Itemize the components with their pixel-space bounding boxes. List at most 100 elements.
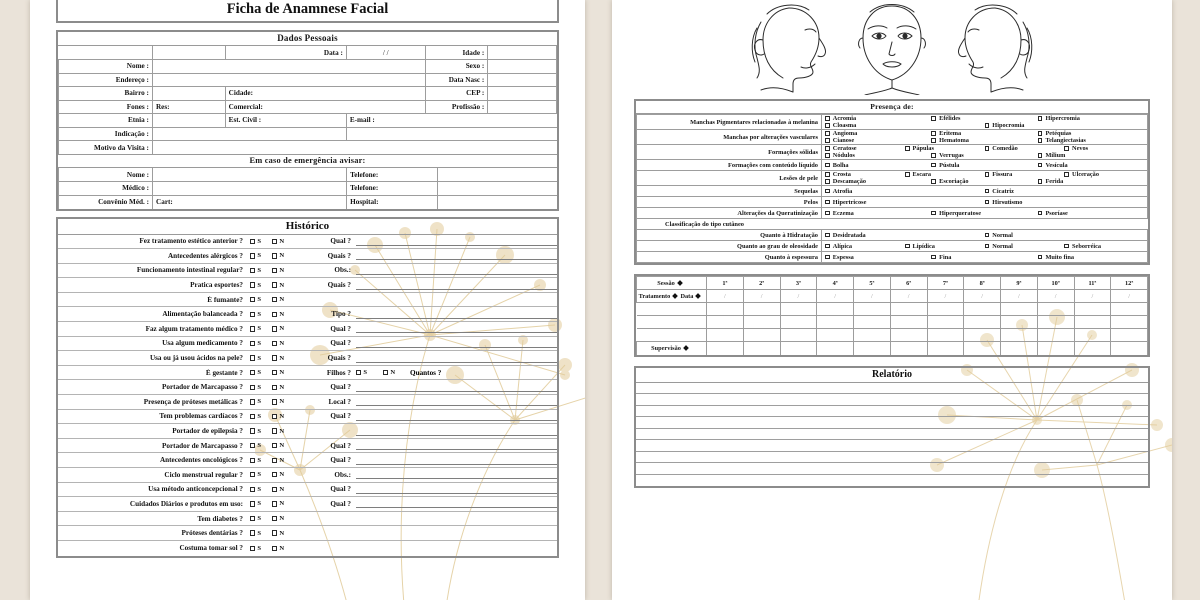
checkbox-icon[interactable] xyxy=(272,472,278,478)
option-desidratada[interactable]: Desidratada xyxy=(825,232,985,239)
session-cell[interactable] xyxy=(963,302,1001,316)
checkbox-nao[interactable]: N xyxy=(272,296,294,303)
session-date-cell[interactable]: / xyxy=(816,289,854,303)
supervisao-cell[interactable] xyxy=(926,341,965,355)
checkbox-sim[interactable]: S xyxy=(250,282,272,289)
option-descamação[interactable]: Descamação xyxy=(825,178,931,185)
option-seborréica[interactable]: Seborréica xyxy=(1064,243,1144,250)
checkbox-icon[interactable] xyxy=(825,172,830,177)
session-date-cell[interactable]: / xyxy=(742,289,781,303)
checkbox-nao[interactable]: N xyxy=(272,252,294,259)
checkbox-icon[interactable] xyxy=(1037,254,1043,260)
checkbox-icon[interactable] xyxy=(272,340,278,347)
checkbox-sim[interactable]: S xyxy=(250,340,272,347)
option-efélides[interactable]: Efélides xyxy=(931,115,1037,122)
checkbox-icon[interactable] xyxy=(272,457,278,463)
session-cell[interactable] xyxy=(816,302,854,316)
supervisao-cell[interactable] xyxy=(779,341,818,355)
checkbox-nao[interactable]: N xyxy=(272,325,294,332)
session-cell[interactable] xyxy=(816,328,854,342)
supervisao-cell[interactable] xyxy=(816,341,854,355)
option-hipocromia[interactable]: Hipocromia xyxy=(984,122,1145,129)
session-cell[interactable] xyxy=(853,328,891,342)
checkbox-icon[interactable] xyxy=(931,153,937,158)
checkbox-icon[interactable] xyxy=(1037,116,1043,121)
checkbox-icon[interactable] xyxy=(825,243,830,249)
checkbox-icon[interactable] xyxy=(984,146,990,151)
input-emergency-nome[interactable] xyxy=(152,168,348,182)
checkbox-icon[interactable] xyxy=(931,138,937,143)
session-date-cell[interactable]: / xyxy=(889,289,928,303)
checkbox-nao[interactable]: N xyxy=(272,340,294,347)
option-acromia[interactable]: Acromia xyxy=(825,115,931,122)
input-etnia[interactable] xyxy=(151,113,226,128)
session-cell[interactable] xyxy=(779,328,818,342)
checkbox-icon[interactable] xyxy=(272,413,278,420)
checkbox-icon[interactable] xyxy=(250,515,256,522)
option-espessa[interactable]: Espessa xyxy=(825,254,931,261)
relatorio-write-line[interactable] xyxy=(636,440,1148,452)
checkbox-sim[interactable]: S xyxy=(250,500,272,507)
session-cell[interactable] xyxy=(1000,328,1038,342)
checkbox-icon[interactable] xyxy=(931,210,937,216)
checkbox-icon[interactable] xyxy=(825,232,830,238)
session-cell[interactable] xyxy=(742,328,781,342)
checkbox-icon[interactable] xyxy=(825,146,830,151)
checkbox-icon[interactable] xyxy=(250,530,256,536)
option-eczema[interactable]: Eczema xyxy=(825,210,931,217)
checkbox-icon[interactable] xyxy=(250,369,256,376)
checkbox-sim[interactable]: S xyxy=(250,325,272,332)
checkbox-icon[interactable] xyxy=(904,146,910,151)
option-fina[interactable]: Fina xyxy=(931,254,1037,261)
answer-line[interactable] xyxy=(356,324,557,334)
checkbox-icon[interactable] xyxy=(250,545,256,551)
label-cidade[interactable]: Cidade: xyxy=(224,86,426,101)
session-cell[interactable] xyxy=(926,302,965,316)
answer-line[interactable] xyxy=(356,251,557,261)
checkbox-icon[interactable] xyxy=(272,369,278,376)
input-data-nasc[interactable] xyxy=(487,72,557,87)
session-cell[interactable] xyxy=(1073,328,1112,342)
option-cianose[interactable]: Cianose xyxy=(825,137,931,144)
checkbox-icon[interactable] xyxy=(825,153,830,158)
session-cell[interactable] xyxy=(706,328,744,342)
answer-line[interactable] xyxy=(356,237,557,246)
answer-line[interactable] xyxy=(356,441,557,451)
checkbox-icon[interactable] xyxy=(984,199,990,205)
supervisao-cell[interactable] xyxy=(1036,341,1075,355)
session-cell[interactable] xyxy=(889,315,928,329)
checkbox-nao[interactable]: N xyxy=(272,355,294,362)
option-hirsutismo[interactable]: Hirsutismo xyxy=(984,199,1145,206)
option-atrofia[interactable]: Atrofia xyxy=(825,188,985,195)
value-data[interactable]: / / xyxy=(345,46,426,60)
input-medico[interactable] xyxy=(152,181,348,196)
option-ceratose[interactable]: Ceratose xyxy=(825,145,905,152)
checkbox-icon[interactable] xyxy=(931,162,937,168)
option-pápulas[interactable]: Pápulas xyxy=(904,145,985,152)
supervisao-cell[interactable] xyxy=(1000,341,1038,355)
session-date-cell[interactable]: / xyxy=(853,289,891,303)
supervisao-cell[interactable] xyxy=(963,341,1001,355)
session-date-cell[interactable]: / xyxy=(1110,289,1148,303)
input-bairro[interactable] xyxy=(151,86,226,101)
session-cell[interactable] xyxy=(1110,315,1148,329)
option-lipídica[interactable]: Lipídica xyxy=(904,243,985,250)
session-cell[interactable] xyxy=(889,328,928,342)
checkbox-icon[interactable] xyxy=(1037,162,1043,168)
option-telangiectasias[interactable]: Telangiectasias xyxy=(1037,137,1144,144)
checkbox-icon[interactable] xyxy=(383,369,389,376)
checkbox-icon[interactable] xyxy=(1064,243,1070,249)
checkbox-icon[interactable] xyxy=(250,501,256,507)
session-cell[interactable] xyxy=(1000,315,1038,329)
checkbox-icon[interactable] xyxy=(272,355,278,361)
input-idade[interactable] xyxy=(487,46,557,60)
checkbox-icon[interactable] xyxy=(250,282,256,288)
session-cell[interactable] xyxy=(706,315,744,329)
input-sexo[interactable] xyxy=(487,59,557,74)
session-date-cell[interactable]: / xyxy=(963,289,1001,303)
checkbox-icon[interactable] xyxy=(272,486,278,493)
session-date-cell[interactable]: / xyxy=(1000,289,1038,303)
option-mílium[interactable]: Mílium xyxy=(1037,152,1144,159)
checkbox-icon[interactable] xyxy=(825,162,830,168)
checkbox-icon[interactable] xyxy=(931,131,937,136)
